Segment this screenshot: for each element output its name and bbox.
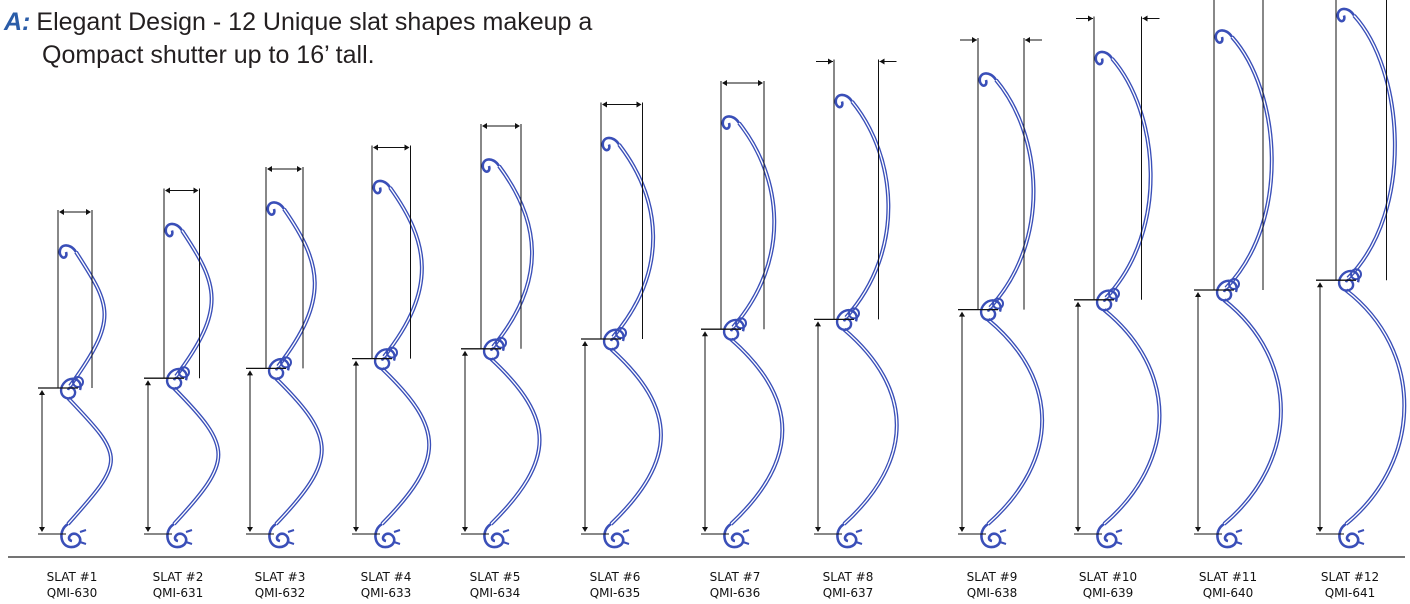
joint-knuckle <box>495 336 507 349</box>
bottom-curl <box>1216 522 1238 549</box>
lower-wall <box>274 376 324 526</box>
slat-9: SLAT #9 QMI-638 <box>958 37 1044 600</box>
top-hook <box>601 136 621 152</box>
slat-number-label: SLAT #1 <box>47 570 98 584</box>
joint-knuckle <box>615 327 627 339</box>
joint-knuckle <box>1350 268 1362 281</box>
slat-number-label: SLAT #3 <box>255 570 306 584</box>
slat-part-label: QMI-630 <box>47 586 98 600</box>
slat-number-label: SLAT #11 <box>1199 570 1257 584</box>
heading-line-2: Qompact shutter up to 16’ tall. <box>42 41 375 69</box>
joint-knuckle <box>178 366 190 379</box>
lower-wall <box>1344 288 1407 526</box>
upper-wall <box>382 186 424 358</box>
lower-wall <box>66 396 113 526</box>
joint-knuckle <box>1228 278 1240 290</box>
joint-knuckle <box>280 356 292 369</box>
upper-wall <box>276 207 317 368</box>
slat-number-label: SLAT #12 <box>1321 570 1379 584</box>
bottom-curl <box>268 522 290 549</box>
slat-part-label: QMI-638 <box>967 586 1018 600</box>
upper-wall <box>174 229 214 378</box>
heading-text-1: Elegant Design - 12 Unique slat shapes m… <box>36 8 593 36</box>
top-hook <box>834 93 854 109</box>
joint-knuckle <box>848 307 860 320</box>
slat-number-label: SLAT #8 <box>823 570 874 584</box>
lower-wall <box>1222 298 1283 526</box>
joint-knuckle <box>72 376 84 388</box>
bottom-curl <box>603 522 625 549</box>
heading: A: Elegant Design - 12 Unique slat shapes… <box>4 6 764 72</box>
slat-number-label: SLAT #6 <box>590 570 641 584</box>
slat-8: SLAT #8 QMI-637 <box>814 58 899 600</box>
bottom-curl <box>1096 522 1118 549</box>
slat-7: SLAT #7 QMI-636 <box>701 80 785 600</box>
slat-number-label: SLAT #7 <box>710 570 761 584</box>
top-hook <box>978 72 998 87</box>
top-hook <box>1094 50 1114 66</box>
lower-wall <box>380 367 431 526</box>
joint-knuckle <box>1108 287 1120 300</box>
upper-wall <box>731 121 777 329</box>
slat-number-label: SLAT #9 <box>967 570 1018 584</box>
top-hook <box>1214 29 1234 44</box>
bottom-curl <box>836 522 858 549</box>
upper-wall <box>844 100 891 319</box>
slat-part-label: QMI-637 <box>823 586 874 600</box>
slat-1: SLAT #1 QMI-630 <box>38 209 113 600</box>
top-hook <box>721 115 741 130</box>
bottom-curl <box>374 522 396 549</box>
slat-4: SLAT #4 QMI-633 <box>352 144 431 600</box>
joint-knuckle <box>992 297 1004 310</box>
top-hook <box>266 201 286 216</box>
slat-part-label: QMI-634 <box>470 586 521 600</box>
lower-wall <box>1102 308 1162 526</box>
slat-part-label: QMI-633 <box>361 586 412 600</box>
slat-6: SLAT #6 QMI-635 <box>581 101 663 600</box>
upper-wall <box>988 78 1036 309</box>
top-hook <box>58 244 78 259</box>
slat-part-label: QMI-641 <box>1325 586 1376 600</box>
slat-5: SLAT #5 QMI-634 <box>461 123 542 600</box>
slat-number-label: SLAT #2 <box>153 570 204 584</box>
slat-part-label: QMI-636 <box>710 586 761 600</box>
upper-wall <box>1224 35 1274 290</box>
slat-2: SLAT #2 QMI-631 <box>144 187 221 600</box>
joint-knuckle <box>386 346 398 359</box>
slat-number-label: SLAT #5 <box>470 570 521 584</box>
slat-part-label: QMI-632 <box>255 586 306 600</box>
slat-part-label: QMI-640 <box>1203 586 1254 600</box>
bottom-curl <box>166 522 188 549</box>
upper-wall <box>68 250 107 388</box>
bottom-curl <box>60 522 82 549</box>
slat-part-label: QMI-631 <box>153 586 204 600</box>
top-hook <box>481 158 501 173</box>
bottom-curl <box>723 522 745 549</box>
bottom-curl <box>980 522 1002 549</box>
slat-number-label: SLAT #10 <box>1079 570 1137 584</box>
top-hook <box>1336 7 1356 23</box>
heading-marker: A: <box>4 8 31 36</box>
heading-line-1: A: Elegant Design - 12 Unique slat shapes… <box>4 6 764 39</box>
slat-part-label: QMI-635 <box>590 586 641 600</box>
lower-wall <box>986 318 1044 526</box>
slat-part-label: QMI-639 <box>1083 586 1134 600</box>
slat-3: SLAT #3 QMI-632 <box>246 166 324 600</box>
top-hook <box>164 222 184 238</box>
slat-12: SLAT #12 QMI-641 <box>1316 0 1407 600</box>
bottom-curl <box>1338 522 1360 549</box>
slat-10: SLAT #10 QMI-639 <box>1074 15 1162 600</box>
lower-wall <box>172 386 221 526</box>
top-hook <box>372 179 392 195</box>
upper-wall <box>1104 57 1153 300</box>
slat-11: SLAT #11 QMI-640 <box>1194 0 1283 600</box>
bottom-curl <box>483 522 505 549</box>
upper-wall <box>1346 14 1397 280</box>
joint-knuckle <box>735 317 747 330</box>
slat-number-label: SLAT #4 <box>361 570 412 584</box>
